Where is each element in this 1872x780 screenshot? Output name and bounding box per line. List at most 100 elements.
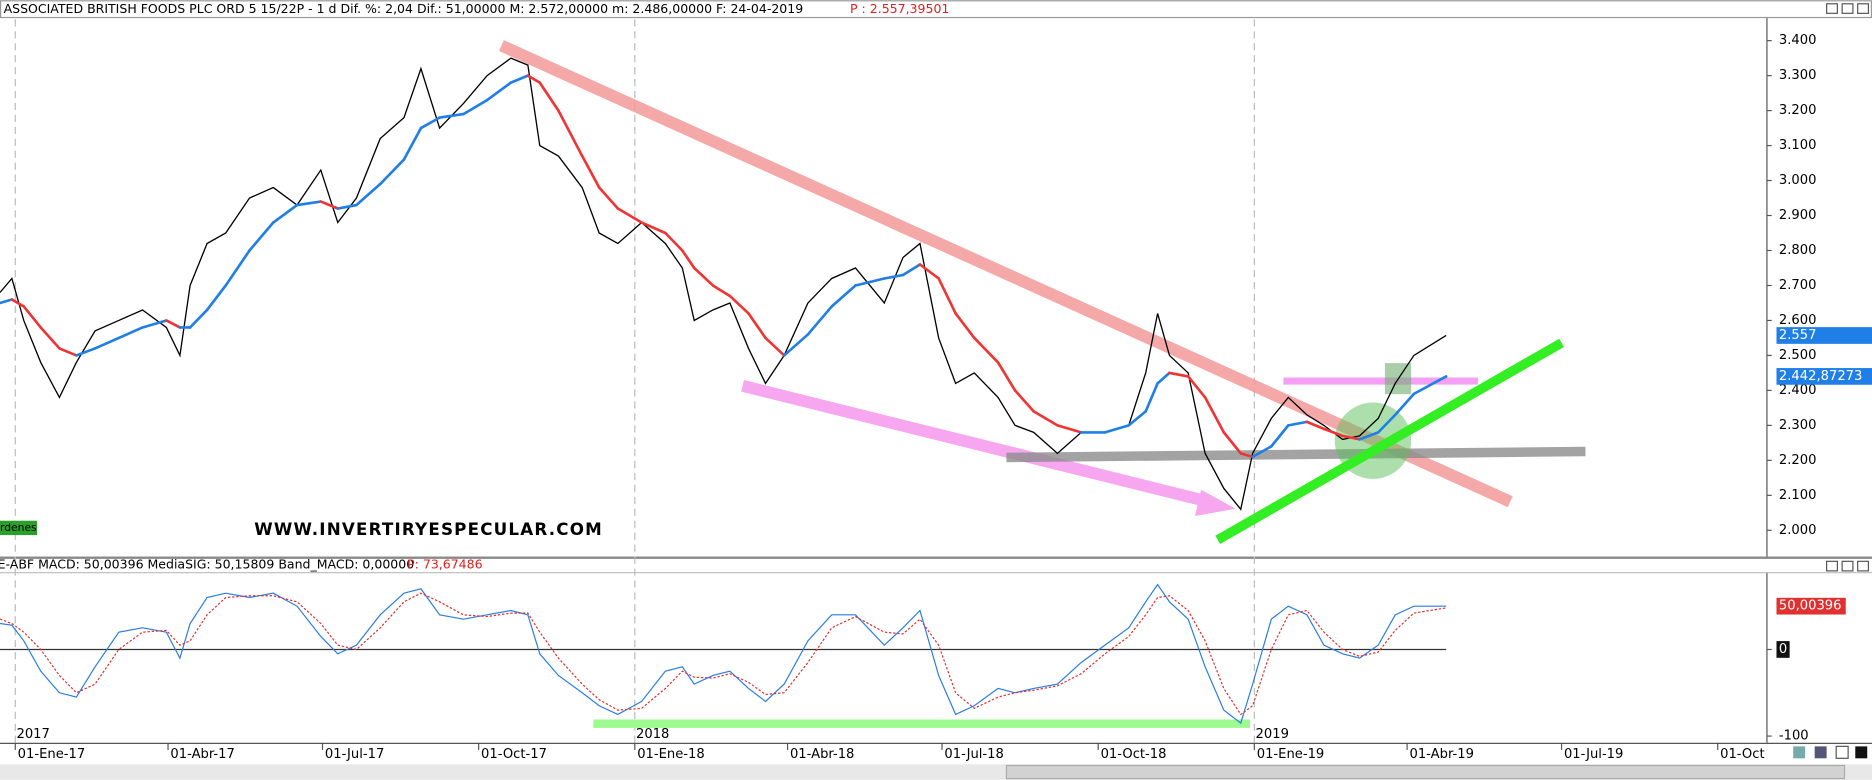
x-tick-label: 01-Oct-17 bbox=[481, 747, 547, 762]
badge-box bbox=[0, 520, 38, 536]
ma-segment bbox=[188, 308, 209, 329]
ma-segment bbox=[538, 81, 560, 112]
ma-segment bbox=[402, 126, 423, 161]
ma-segment bbox=[764, 336, 786, 357]
scrollbar-thumb[interactable] bbox=[1005, 764, 1846, 780]
ma-segment bbox=[355, 182, 382, 207]
ma-segment bbox=[1412, 375, 1448, 396]
badge: rdenes bbox=[0, 521, 37, 534]
ma-segment bbox=[692, 266, 715, 287]
ma-segment bbox=[854, 277, 886, 287]
ma-segment bbox=[782, 333, 810, 357]
icon-fill[interactable] bbox=[1855, 746, 1868, 759]
price-line bbox=[0, 57, 1447, 511]
ma-segment bbox=[1032, 410, 1059, 427]
ma-segment bbox=[972, 336, 1000, 364]
header-price: P : 2.557,39501 bbox=[850, 1, 949, 16]
last-value-label: 50,00396 bbox=[1779, 599, 1842, 614]
drawings bbox=[14, 19, 1586, 743]
x-tick-label: 01-Ene-19 bbox=[1257, 747, 1325, 762]
button-maximize[interactable] bbox=[1841, 560, 1854, 572]
ma-segment bbox=[1305, 420, 1326, 431]
button-minimize[interactable] bbox=[1826, 3, 1838, 14]
y-tick-label: 2.300 bbox=[1779, 418, 1817, 433]
x-tick-label: 01-Ene-17 bbox=[18, 747, 86, 762]
ma-segment bbox=[1127, 410, 1148, 427]
trend-line bbox=[1215, 338, 1564, 544]
ma-segment bbox=[526, 74, 542, 84]
macd-title: E-ABF MACD: 50,00396 MediaSIG: 50,15809 … bbox=[0, 556, 414, 571]
ma-segment bbox=[22, 305, 43, 329]
ma-segment bbox=[1168, 371, 1190, 378]
x-tick-label: 01-Abr-19 bbox=[1409, 747, 1473, 762]
ma-segment bbox=[954, 312, 976, 340]
y-tick-label: 2.400 bbox=[1779, 383, 1817, 398]
y-tick-label: 3.100 bbox=[1779, 138, 1817, 153]
ma-segment bbox=[485, 81, 513, 102]
macd-line bbox=[0, 583, 1447, 725]
ma-segment bbox=[1103, 424, 1131, 434]
ma-segment bbox=[93, 336, 121, 350]
ma-segment bbox=[681, 249, 696, 270]
icon-save[interactable] bbox=[1814, 746, 1827, 759]
y-tick-label: 2.900 bbox=[1779, 208, 1817, 223]
last-value-label: 2.442,87273 bbox=[1779, 369, 1863, 384]
ma-segment bbox=[557, 109, 584, 158]
ma-segment bbox=[616, 207, 643, 224]
y-tick-box bbox=[1776, 641, 1790, 658]
button-close[interactable] bbox=[1857, 560, 1870, 572]
ma-segment bbox=[1239, 452, 1254, 459]
last-value-box bbox=[1776, 327, 1872, 344]
x-tick-label: 01-Jul-17 bbox=[325, 747, 384, 762]
ma-segment bbox=[996, 361, 1017, 392]
button-maximize[interactable] bbox=[1841, 3, 1854, 14]
macd-price: P: 73,67486 bbox=[407, 556, 482, 571]
y-tick-label: 2.500 bbox=[1779, 348, 1817, 363]
button-close[interactable] bbox=[1857, 3, 1870, 14]
ma-segment bbox=[1222, 431, 1243, 455]
ma-segment bbox=[10, 298, 26, 308]
support-line bbox=[1006, 446, 1586, 463]
y-tick-label: 3.200 bbox=[1779, 103, 1817, 118]
y-tick-label: 2.000 bbox=[1779, 523, 1817, 538]
last-value-box bbox=[1776, 368, 1872, 385]
ma-segment bbox=[806, 305, 834, 336]
ma-segment bbox=[830, 284, 857, 308]
last-value-label: 2.557 bbox=[1779, 328, 1817, 343]
ma-segment bbox=[0, 298, 14, 305]
ma-segment bbox=[1341, 434, 1361, 441]
ma-segment bbox=[58, 347, 78, 357]
ma-segment bbox=[664, 231, 684, 252]
ma-segment bbox=[336, 203, 358, 210]
ma-segment bbox=[1393, 392, 1416, 417]
button-minimize[interactable] bbox=[1826, 560, 1838, 572]
header-title: ASSOCIATED BRITISH FOODS PLC ORD 5 15/22… bbox=[4, 1, 804, 16]
ma-segment bbox=[1013, 389, 1035, 413]
last-value-box bbox=[1776, 597, 1846, 615]
ma-segment bbox=[728, 294, 750, 315]
x-tick-label: 01-Abr-17 bbox=[170, 747, 234, 762]
ma-segment bbox=[248, 221, 275, 252]
y-tick-label: 3.300 bbox=[1779, 68, 1817, 83]
icon-settings[interactable] bbox=[1793, 746, 1806, 759]
icon-window[interactable] bbox=[1835, 745, 1849, 759]
year-label: 2017 bbox=[16, 727, 49, 742]
ma-segment bbox=[747, 312, 767, 340]
y-tick-label: 2.100 bbox=[1779, 488, 1817, 503]
trend-line bbox=[741, 380, 1210, 508]
ma-segment bbox=[462, 98, 489, 116]
ma-segment bbox=[711, 284, 732, 298]
ma-segment bbox=[319, 200, 340, 210]
macd-header-bar bbox=[0, 558, 1872, 573]
ma-segment bbox=[1270, 424, 1290, 448]
year-label: 2019 bbox=[1256, 727, 1289, 742]
ma-segment bbox=[419, 116, 441, 130]
ma-segment bbox=[1056, 424, 1083, 434]
ma-segment bbox=[937, 277, 957, 315]
y-tick-label: -100 bbox=[1779, 729, 1809, 744]
x-tick-label: 01-Oct-18 bbox=[1101, 747, 1167, 762]
ma-segment bbox=[597, 186, 620, 210]
y-tick-label: 2.700 bbox=[1779, 278, 1817, 293]
